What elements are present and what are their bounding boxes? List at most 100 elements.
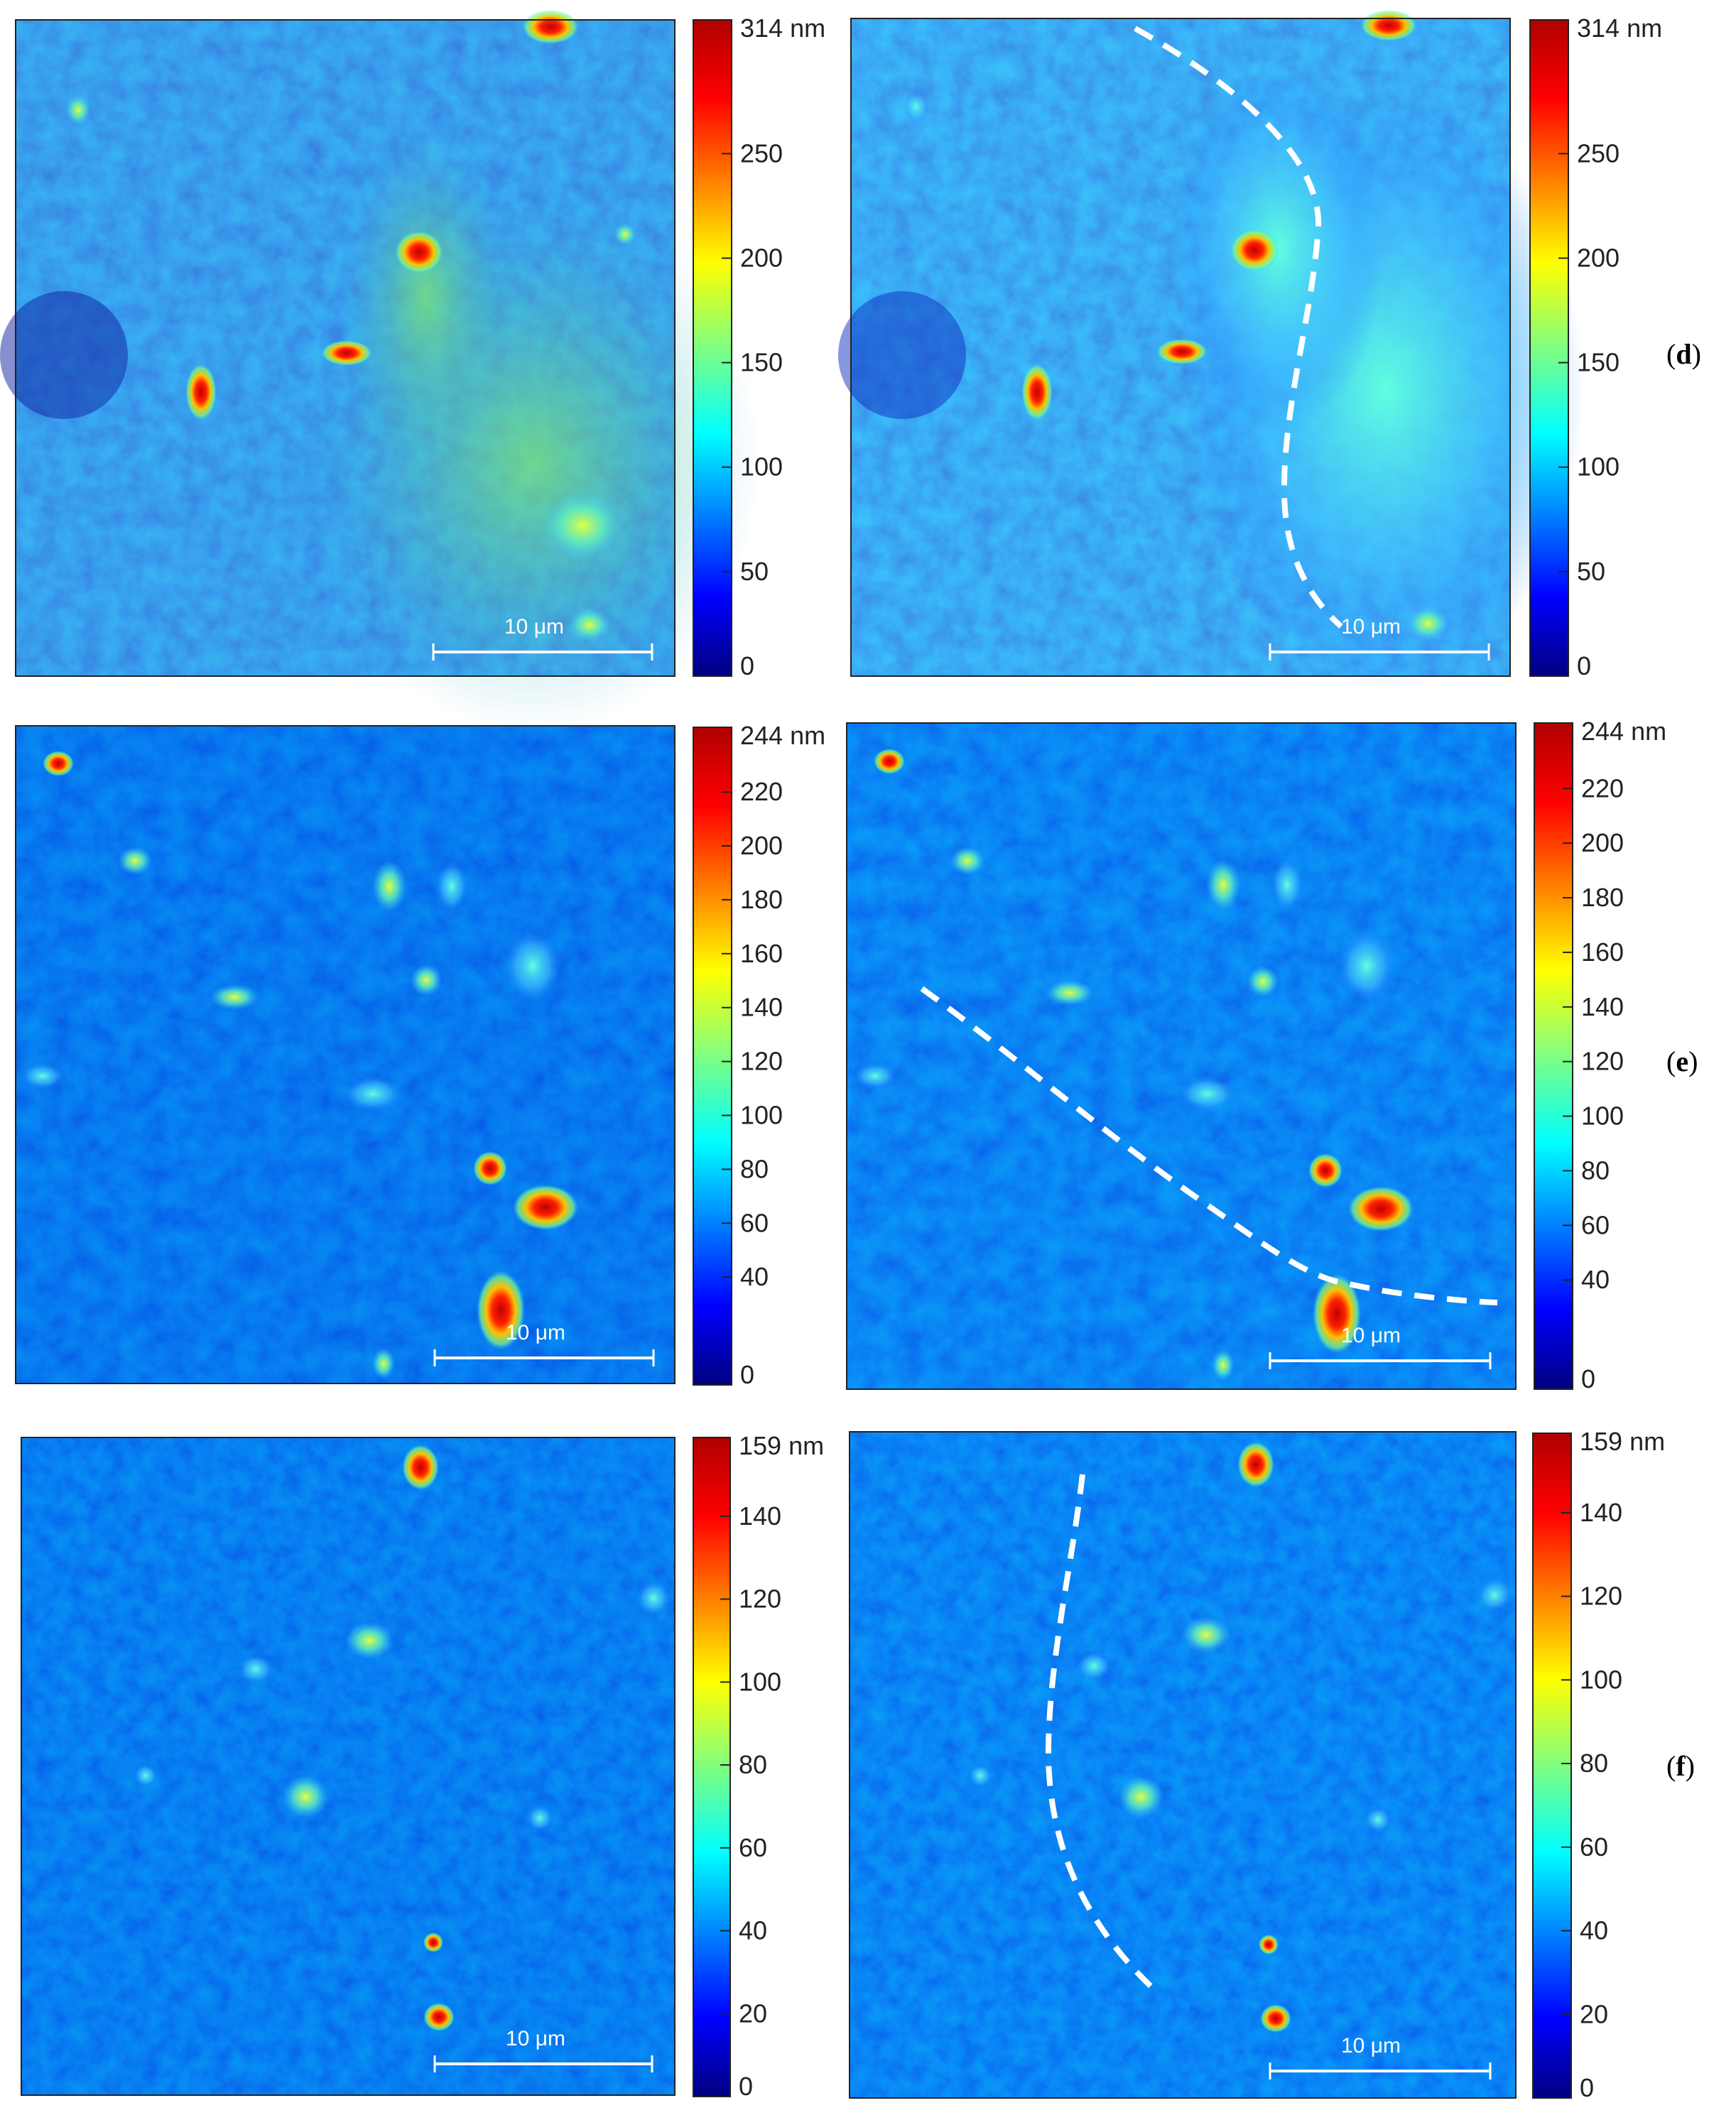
colorbar-tick-label: 0: [739, 2072, 753, 2101]
colorbar-tick-label: 140: [1581, 992, 1624, 1021]
dashed-boundary: [1045, 1474, 1159, 1994]
scale-bar-label: 10 μm: [506, 2027, 565, 2050]
colorbar-tick-label: 100: [1580, 1665, 1622, 1694]
colorbar-tick-label: 180: [1581, 883, 1624, 912]
scale-bar-d-left: 10 μm: [432, 615, 653, 661]
row-label-f: (f): [1666, 1750, 1695, 1782]
colorbar-f-left: 159 nm 140 120 100 80 60 40 20 0: [693, 1431, 824, 2101]
particle: [522, 10, 579, 44]
colorbar-e-right: 244 nm 220 200 180 160 140 120 100 80 60 40 0: [1534, 717, 1666, 1393]
particle: [43, 751, 74, 776]
particle: [1021, 364, 1053, 420]
row-label-d: (d): [1666, 338, 1701, 370]
colorbar-tick-label: 100: [740, 452, 783, 482]
colorbar-tick-label: 20: [739, 1999, 767, 2028]
particle: [513, 1185, 578, 1230]
scale-bar-label: 10 μm: [1341, 615, 1401, 638]
particle: [1237, 1442, 1274, 1487]
colorbar-tick-label: 20: [1580, 1999, 1608, 2028]
colorbar-tick-label: 200: [740, 831, 783, 860]
afm-image-d-right: [838, 10, 1584, 689]
colorbar-tick-label: 40: [1581, 1265, 1610, 1294]
colorbar-tick-label: 140: [1580, 1498, 1622, 1527]
colorbar-tick-label: 120: [739, 1584, 781, 1614]
afm-image-f-right: [849, 1431, 1517, 2099]
particle: [473, 1151, 507, 1185]
colorbar-tick-label: 140: [739, 1501, 781, 1531]
colorbar-tick-label: 100: [1577, 452, 1620, 482]
colorbar-tick-label: 314 nm: [1577, 13, 1662, 43]
dashed-boundary: [1134, 26, 1343, 629]
particle: [1360, 10, 1417, 41]
row-label-e: (e): [1666, 1045, 1698, 1077]
afm-image-e-left: [15, 725, 676, 1384]
colorbar-tick-label: 244 nm: [1581, 717, 1666, 746]
colorbar-tick-label: 80: [1581, 1156, 1610, 1185]
dashed-boundary: [920, 986, 1498, 1305]
colorbar-tick-label: 50: [740, 557, 769, 586]
colorbar-tick-label: 200: [1577, 243, 1620, 272]
colorbar-tick-label: 120: [1581, 1047, 1624, 1076]
colorbar-tick-label: 159 nm: [1580, 1427, 1665, 1456]
particle: [1230, 229, 1279, 271]
particle: [402, 1445, 439, 1490]
particle: [1348, 1186, 1414, 1232]
colorbar-tick-label: 120: [1580, 1582, 1622, 1611]
particle: [1308, 1153, 1342, 1187]
colorbar-d-left: 314 nm 250 200 150 100 50 0: [693, 13, 825, 680]
colorbar-tick-label: 100: [1581, 1102, 1624, 1131]
colorbar-tick-label: 220: [740, 777, 783, 806]
scale-bar-label: 10 μm: [1341, 1324, 1401, 1347]
colorbar-tick-label: 120: [740, 1047, 783, 1076]
colorbar-tick-label: 150: [740, 348, 783, 377]
colorbar-tick-label: 50: [1577, 557, 1605, 586]
particle: [874, 749, 905, 774]
colorbar-tick-label: 250: [740, 138, 783, 168]
scale-bar-f-left: 10 μm: [433, 2027, 653, 2072]
particle: [477, 1271, 525, 1350]
scale-bar-f-right: 10 μm: [1269, 2034, 1492, 2080]
particle: [423, 2003, 455, 2031]
scale-bar-d-right: 10 μm: [1269, 615, 1490, 661]
colorbar-tick-label: 100: [740, 1100, 783, 1129]
colorbar-tick-label: 40: [739, 1916, 767, 1945]
afm-image-f-left: [21, 1437, 676, 2096]
colorbar-e-left: 244 nm 220 200 180 160 140 120 100 80 60 40 0: [693, 721, 825, 1389]
colorbar-tick-label: 0: [740, 1360, 754, 1389]
colorbar-tick-label: 160: [740, 939, 783, 968]
colorbar-tick-label: 0: [1581, 1364, 1595, 1393]
row-e: 10 μm 244 nm 220 200 180 160 140 120 100 80 60 40 0: [15, 717, 1698, 1393]
colorbar-tick-label: 140: [740, 993, 783, 1022]
colorbar-tick-label: 100: [739, 1667, 781, 1696]
particle: [185, 364, 217, 420]
afm-image-e-right: [846, 722, 1517, 1390]
particle: [1156, 339, 1208, 364]
colorbar-tick-label: 200: [1581, 828, 1624, 857]
colorbar-tick-label: 60: [739, 1833, 767, 1862]
scale-bar-label: 10 μm: [1341, 2034, 1401, 2058]
row-d: 10 μm 314 nm 250 200 150 100 50 0: [0, 10, 1701, 732]
colorbar-tick-label: 0: [1577, 651, 1591, 680]
particle: [423, 1933, 443, 1952]
colorbar-tick-label: 40: [1580, 1916, 1608, 1945]
row-f: 10 μm 159 nm 140 120 100 80 60 40 20 0 10 μm: [21, 1427, 1695, 2102]
colorbar-tick-label: 150: [1577, 348, 1620, 377]
colorbar-tick-label: 159 nm: [739, 1431, 824, 1460]
colorbar-tick-label: 60: [1580, 1832, 1608, 1861]
particle: [321, 340, 372, 366]
afm-image-d-left: [0, 10, 760, 732]
scale-bar-e-left: 10 μm: [433, 1321, 655, 1366]
scale-bar-e-right: 10 μm: [1269, 1324, 1492, 1369]
colorbar-tick-label: 250: [1577, 138, 1620, 168]
colorbar-tick-label: 220: [1581, 773, 1624, 803]
particle: [395, 231, 443, 273]
colorbar-tick-label: 60: [740, 1208, 769, 1237]
particle: [1260, 2004, 1291, 2033]
colorbar-tick-label: 80: [739, 1750, 767, 1779]
colorbar-tick-label: 244 nm: [740, 721, 825, 750]
colorbar-tick-label: 0: [1580, 2073, 1594, 2102]
scale-bar-label: 10 μm: [504, 615, 564, 638]
colorbar-tick-label: 80: [740, 1154, 769, 1183]
particle: [1313, 1274, 1361, 1354]
